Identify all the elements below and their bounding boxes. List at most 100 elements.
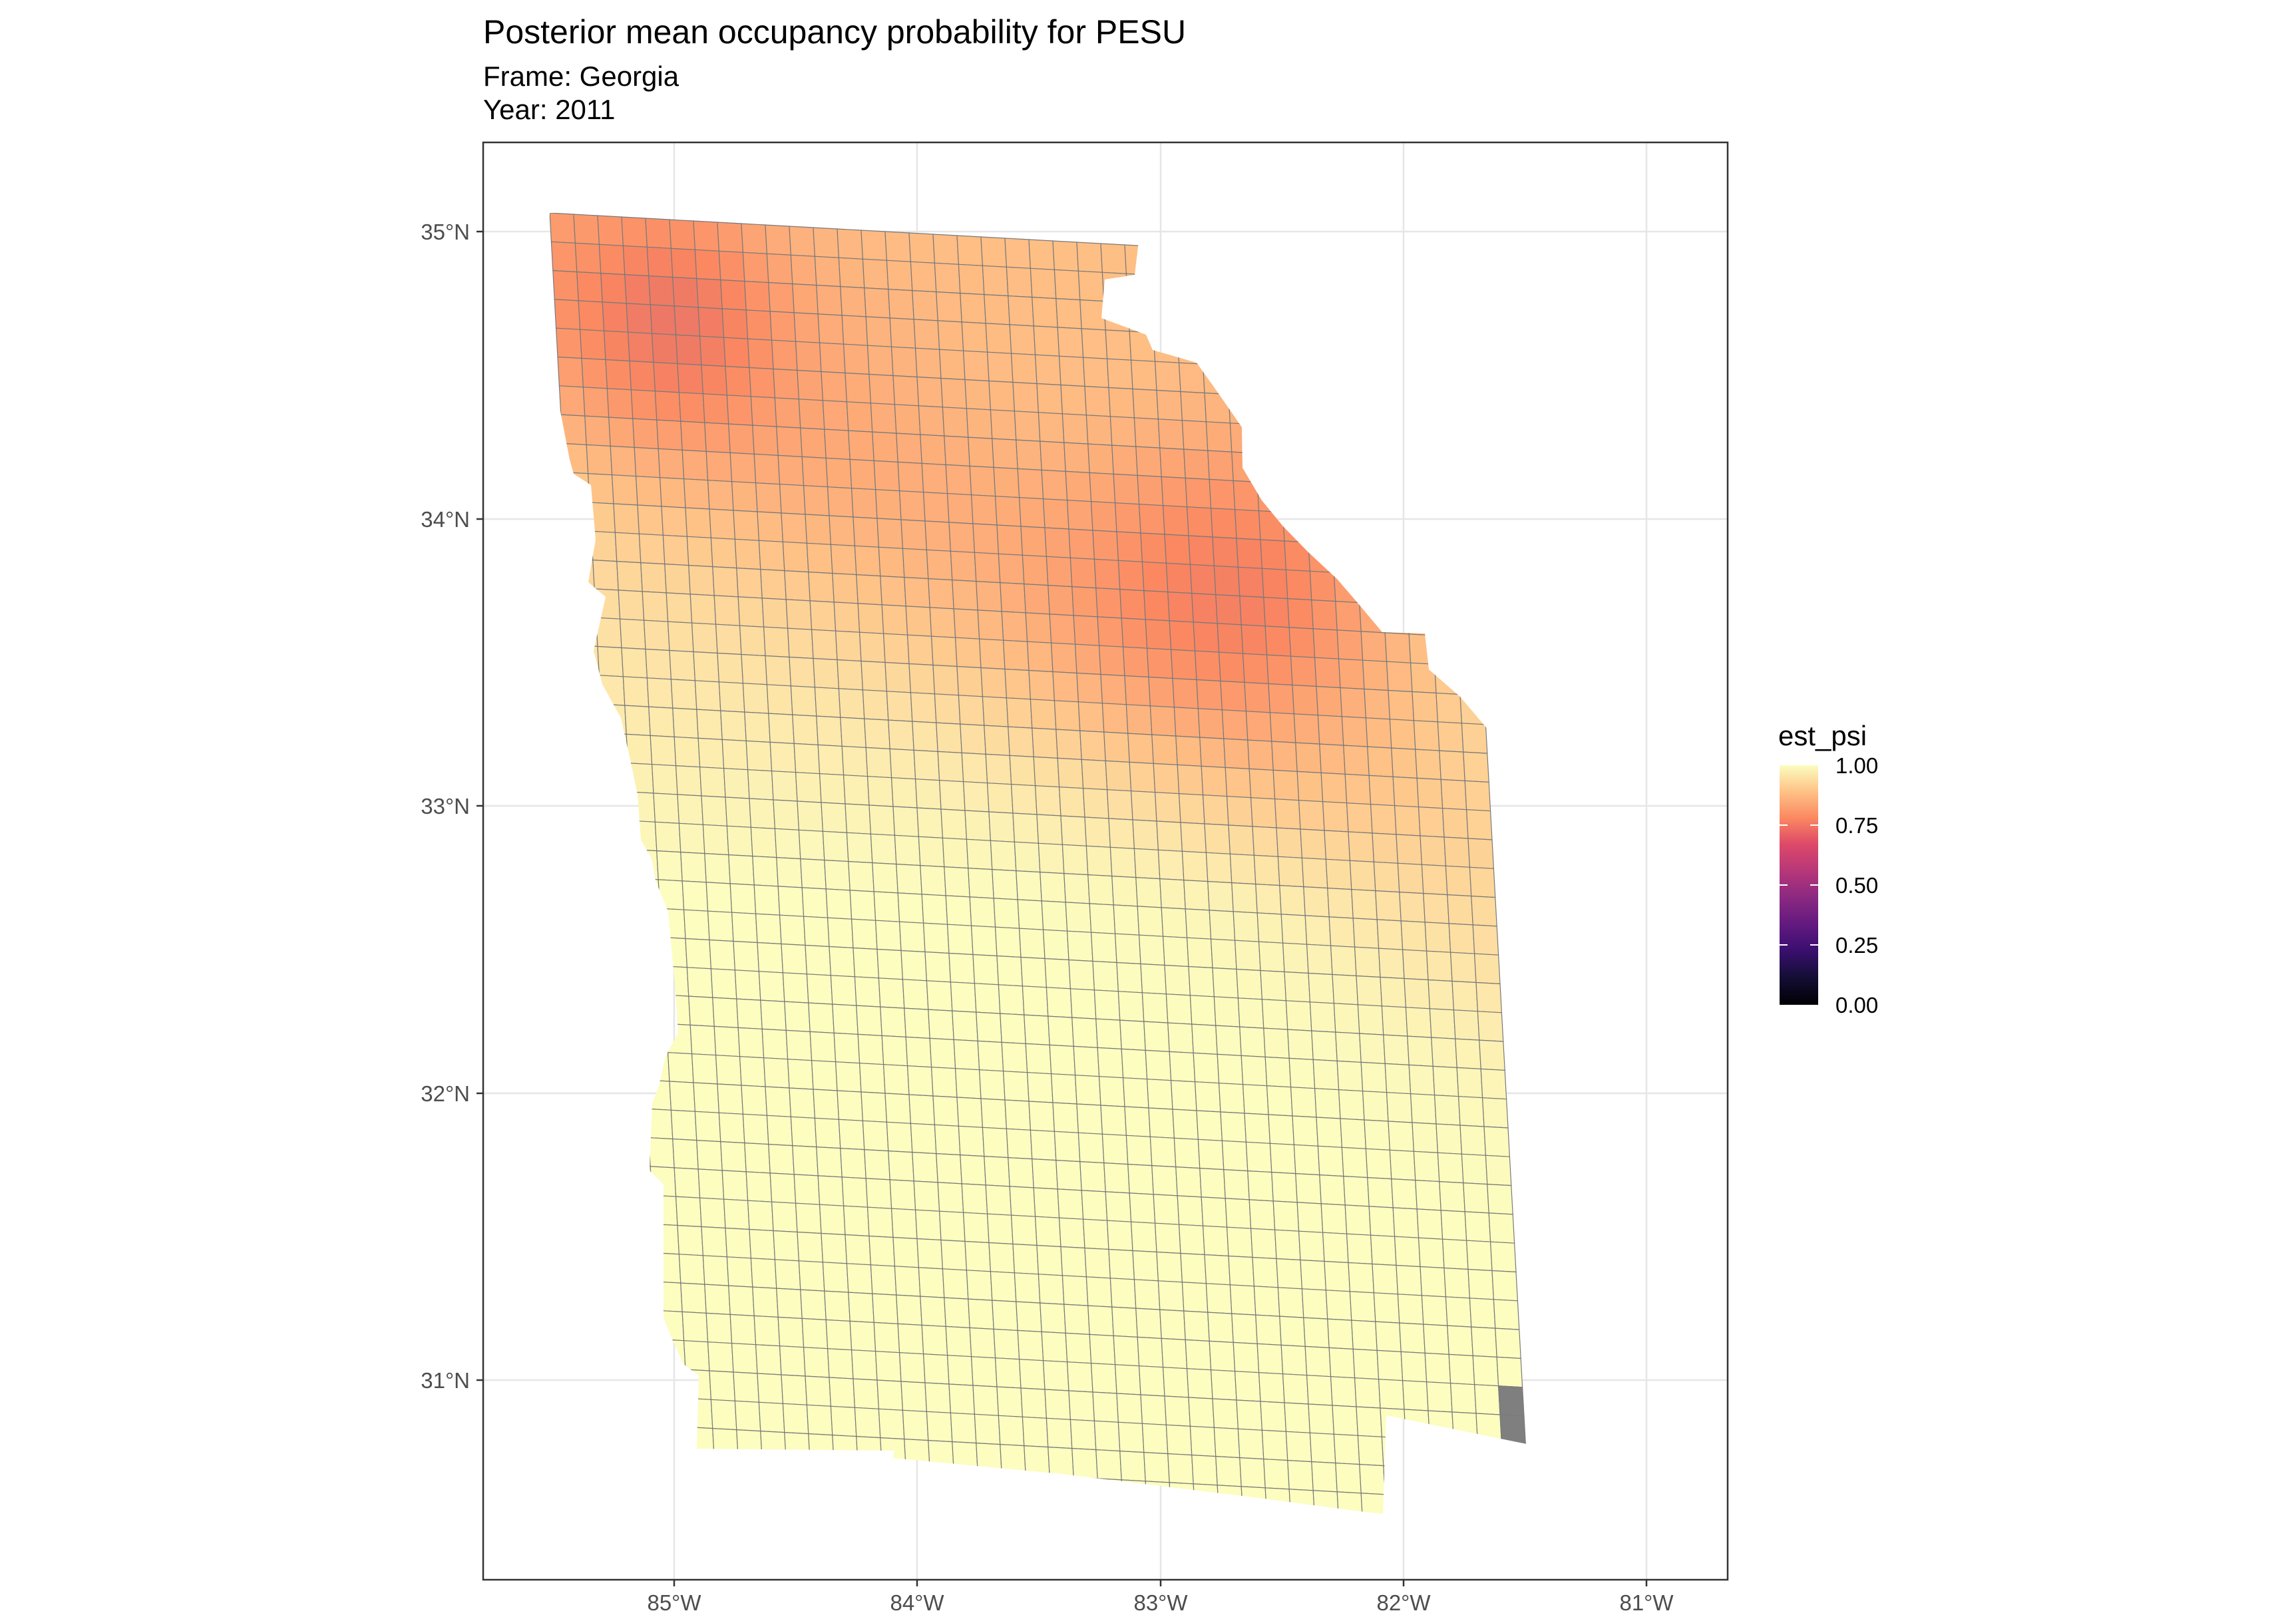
grid-cell: [978, 1069, 1006, 1101]
grid-cell: [1156, 820, 1183, 852]
grid-cell: [1277, 1287, 1304, 1318]
grid-cell: [874, 920, 902, 952]
grid-cell: [937, 751, 964, 783]
grid-cell: [1376, 919, 1404, 950]
grid-cell: [1378, 948, 1405, 980]
grid-cell: [1248, 768, 1276, 800]
grid-cell: [701, 1226, 728, 1258]
grid-cell: [1028, 1101, 1055, 1132]
grid-cell: [712, 566, 739, 598]
grid-cell: [872, 862, 898, 894]
grid-cell: [670, 1109, 697, 1141]
grid-cell: [825, 888, 853, 920]
grid-cell: [1119, 1450, 1146, 1482]
grid-cell: [1404, 978, 1431, 1009]
grid-cell: [926, 549, 953, 581]
grid-cell: [1201, 1196, 1228, 1228]
grid-cell: [672, 1138, 699, 1170]
grid-cell: [857, 1033, 884, 1065]
grid-cell: [1087, 1305, 1114, 1337]
grid-cell: [1014, 411, 1041, 442]
grid-cell: [1215, 1025, 1242, 1057]
grid-cell: [1032, 296, 1058, 328]
grid-cell: [1196, 1110, 1223, 1141]
grid-cell: [552, 269, 579, 301]
grid-cell: [853, 947, 880, 979]
grid-cell: [1189, 995, 1217, 1026]
grid-cell: [768, 713, 795, 745]
grid-cell: [1288, 627, 1316, 658]
grid-cell: [868, 373, 896, 405]
grid-cell: [1162, 505, 1189, 536]
grid-cell: [1405, 1007, 1432, 1038]
grid-cell: [1248, 1199, 1276, 1230]
grid-cell: [654, 821, 681, 853]
grid-cell: [1101, 1133, 1129, 1165]
grid-cell: [622, 245, 650, 277]
grid-cell: [691, 1053, 718, 1085]
grid-cell: [898, 490, 926, 522]
grid-cell: [1138, 1365, 1165, 1397]
grid-cell: [721, 739, 749, 771]
grid-cell: [798, 1260, 825, 1292]
grid-cell: [717, 652, 744, 684]
grid-cell: [929, 1037, 956, 1069]
grid-cell: [1280, 914, 1308, 945]
grid-cell: [1397, 1294, 1424, 1325]
grid-cell: [937, 320, 964, 351]
grid-cell: [1473, 1384, 1501, 1415]
grid-cell: [1077, 701, 1105, 733]
grid-cell: [1341, 1147, 1368, 1178]
grid-cell: [776, 856, 803, 888]
grid-cell: [977, 610, 1004, 641]
grid-cell: [1113, 473, 1140, 505]
grid-cell: [1311, 1030, 1338, 1062]
grid-cell: [1010, 353, 1038, 385]
grid-cell: [1245, 1141, 1272, 1173]
grid-cell: [654, 391, 681, 422]
grid-cell: [1213, 996, 1241, 1027]
grid-cell: [1081, 759, 1108, 791]
grid-cell: [922, 492, 950, 523]
grid-cell: [990, 840, 1017, 872]
grid-cell: [821, 1232, 848, 1264]
grid-cell: [906, 1065, 934, 1097]
grid-cell: [1135, 1308, 1162, 1340]
grid-cell: [803, 916, 830, 948]
grid-cell: [838, 257, 865, 289]
grid-cell: [1319, 743, 1346, 775]
grid-cell: [1373, 1292, 1400, 1324]
grid-cell: [1298, 1230, 1325, 1262]
grid-cell: [749, 367, 776, 399]
grid-cell: [642, 591, 669, 622]
grid-cell: [683, 1340, 710, 1371]
grid-cell: [1279, 1316, 1306, 1347]
grid-cell: [1316, 685, 1343, 717]
grid-cell: [934, 1124, 961, 1156]
grid-cell: [667, 621, 694, 653]
grid-cell: [830, 544, 857, 576]
grid-cell: [1090, 1363, 1117, 1394]
grid-cell: [1030, 268, 1057, 299]
grid-cell: [1133, 1279, 1161, 1310]
grid-cell: [1384, 1063, 1412, 1095]
grid-cell: [904, 576, 930, 608]
grid-cell: [954, 1068, 982, 1099]
grid-cell: [697, 1168, 725, 1200]
grid-cell: [944, 1297, 970, 1329]
grid-cell: [645, 648, 672, 680]
grid-cell: [1423, 892, 1449, 924]
legend-ticks: [1780, 824, 1818, 946]
grid-cell: [1095, 587, 1122, 619]
grid-cell: [1432, 1065, 1459, 1097]
grid-cell: [753, 1315, 781, 1347]
grid-cell: [1069, 988, 1097, 1019]
grid-cell: [851, 1349, 878, 1381]
grid-cell: [1325, 858, 1352, 890]
grid-cell: [1296, 1202, 1324, 1233]
grid-cell: [878, 1408, 905, 1440]
grid-cell: [921, 1324, 948, 1356]
grid-cell: [942, 1268, 969, 1300]
grid-cell: [1050, 642, 1077, 674]
grid-cell: [1481, 1097, 1509, 1129]
